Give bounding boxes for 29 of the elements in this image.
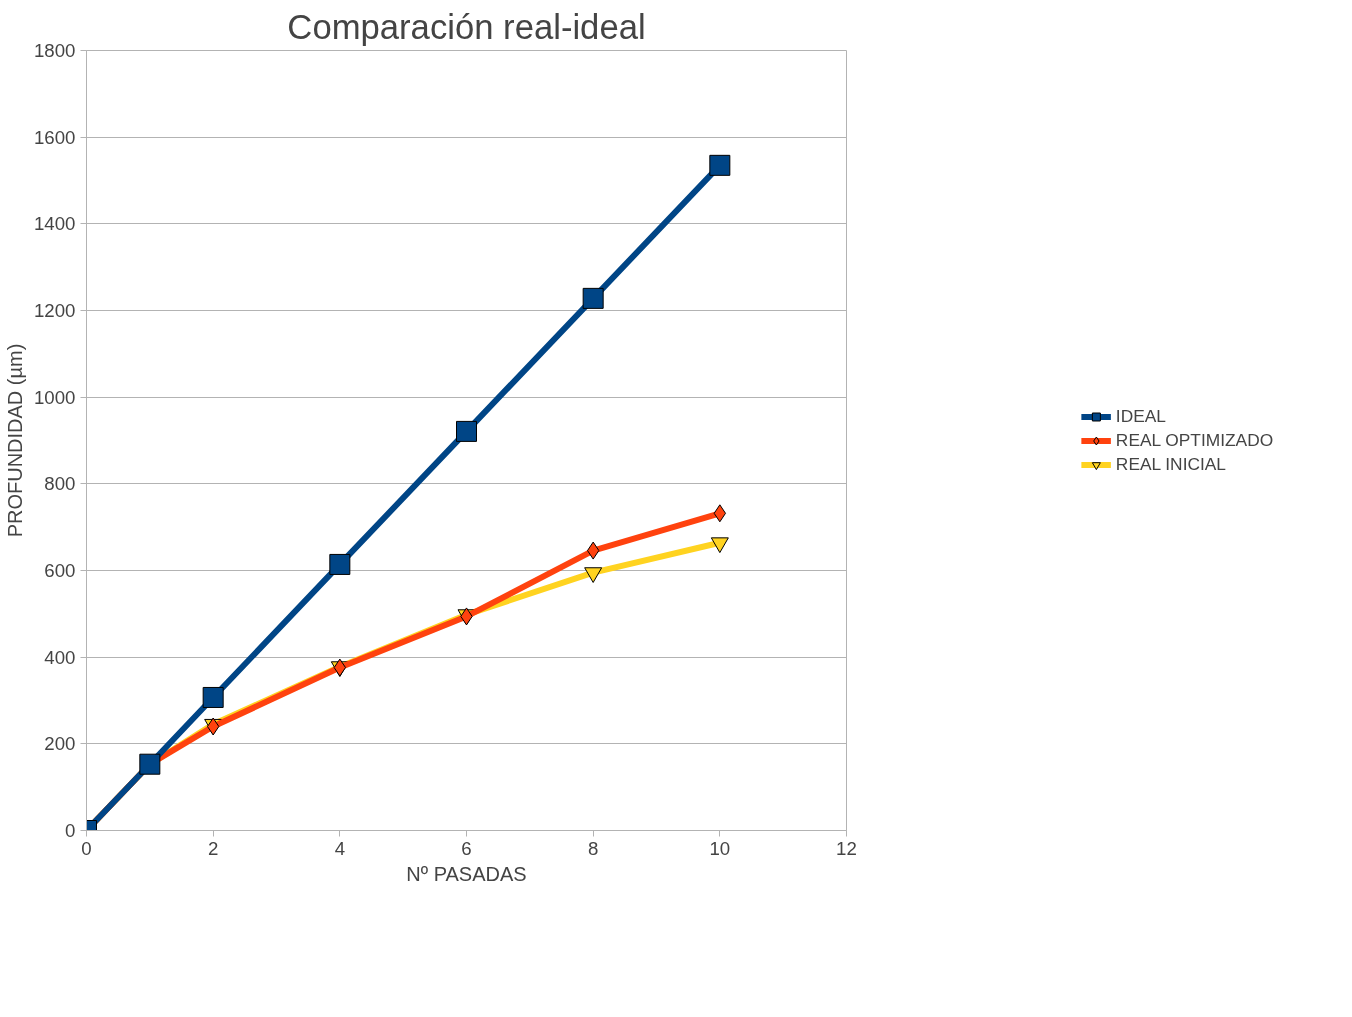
x-tick-label: 10 <box>709 837 731 859</box>
y-tick-label: 0 <box>65 820 76 841</box>
y-tick-label: 1400 <box>34 213 76 235</box>
x-tick-label: 2 <box>207 837 219 859</box>
x-tick-label: 0 <box>81 837 92 859</box>
legend-label: IDEAL <box>1115 405 1166 427</box>
y-tick-label: 600 <box>44 560 76 581</box>
y-tick-label: 1600 <box>34 126 76 148</box>
y-tick-label: 400 <box>44 646 76 668</box>
point <box>139 753 161 775</box>
legend-label: REAL OPTIMIZADO <box>1115 429 1274 451</box>
x-tick-label: 8 <box>587 837 599 859</box>
x-tick-label: 4 <box>334 837 346 859</box>
y-tick-label: 800 <box>44 473 76 495</box>
point <box>329 553 351 575</box>
y-tick-label: 200 <box>44 733 76 755</box>
point <box>582 287 604 309</box>
point <box>202 686 224 708</box>
point <box>456 420 477 442</box>
y-tick-label: 1200 <box>34 300 76 321</box>
x-axis-title: Nº PASADAS <box>406 862 527 885</box>
y-tick-label: 1000 <box>34 386 76 408</box>
y-tick-label: 1800 <box>34 40 76 61</box>
point <box>709 154 731 176</box>
legend-label: REAL INICIAL <box>1115 453 1226 475</box>
chart-title: Comparación real-ideal <box>287 7 646 46</box>
y-axis-title: PROFUNDIDAD (µm) <box>4 343 26 538</box>
x-tick-label: 6 <box>461 837 472 859</box>
x-tick-label: 12 <box>836 837 857 859</box>
